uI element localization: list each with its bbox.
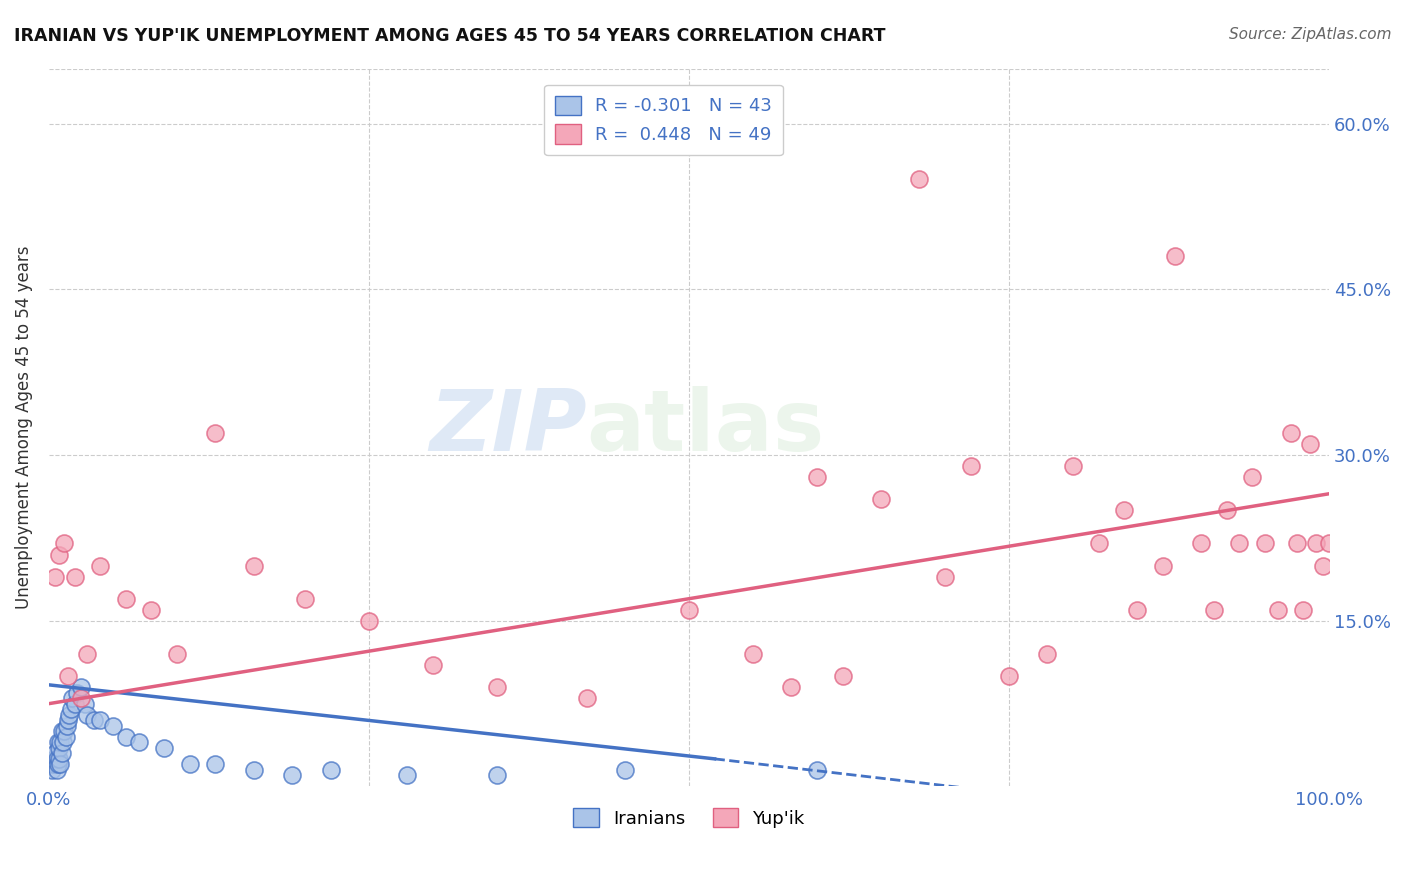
Point (56, 669, 79, 683)
Point (242, 558, 264, 573)
Text: atlas: atlas (586, 386, 825, 469)
Point (1317, 536, 1340, 550)
Point (179, 757, 201, 772)
Point (44, 757, 66, 772)
Point (1241, 470, 1264, 484)
Point (89, 713, 111, 727)
Point (806, 470, 828, 484)
Point (294, 591, 316, 606)
Point (166, 647, 188, 661)
Point (48, 740, 70, 755)
Point (1312, 558, 1334, 573)
Point (998, 669, 1021, 683)
Point (49, 757, 72, 772)
Point (1126, 603, 1149, 617)
Point (63, 569, 86, 583)
Point (73, 697, 96, 711)
Point (48, 752, 70, 766)
Point (101, 719, 124, 733)
Point (53, 724, 76, 739)
Point (204, 425, 226, 440)
Point (56, 719, 79, 733)
Point (114, 591, 136, 606)
Point (46, 757, 69, 772)
Point (141, 603, 163, 617)
Point (41, 763, 63, 777)
Point (1299, 437, 1322, 451)
Point (485, 680, 508, 694)
Point (58, 707, 80, 722)
Point (204, 757, 226, 772)
Legend: Iranians, Yup'ik: Iranians, Yup'ik (567, 800, 811, 835)
Point (42, 752, 65, 766)
Point (48, 548, 70, 562)
Point (1152, 558, 1174, 573)
Point (60, 691, 83, 706)
Point (575, 691, 598, 706)
Point (1062, 459, 1084, 474)
Point (1279, 425, 1302, 440)
Point (114, 730, 136, 744)
Point (45, 763, 67, 777)
Point (70, 691, 93, 706)
Point (1267, 603, 1289, 617)
Point (422, 657, 444, 672)
Point (614, 763, 637, 777)
Point (1215, 503, 1237, 517)
Point (63, 697, 86, 711)
Point (76, 647, 98, 661)
Point (831, 669, 853, 683)
Point (83, 713, 105, 727)
Point (59, 702, 82, 716)
Point (1229, 536, 1251, 550)
Point (46, 735, 69, 749)
Point (53, 536, 76, 550)
Point (281, 768, 304, 782)
Point (66, 685, 89, 699)
Point (56, 713, 79, 727)
Point (42, 757, 65, 772)
Text: IRANIAN VS YUP'IK UNEMPLOYMENT AMONG AGES 45 TO 54 YEARS CORRELATION CHART: IRANIAN VS YUP'IK UNEMPLOYMENT AMONG AGE… (14, 27, 886, 45)
Text: ZIP: ZIP (429, 386, 586, 469)
Point (742, 647, 765, 661)
Point (76, 707, 98, 722)
Point (934, 569, 956, 583)
Point (128, 735, 150, 749)
Point (1087, 536, 1109, 550)
Point (242, 763, 264, 777)
Point (1305, 536, 1327, 550)
Point (396, 768, 419, 782)
Point (1202, 603, 1225, 617)
Point (49, 735, 72, 749)
Point (485, 768, 508, 782)
Point (44, 747, 66, 761)
Point (1164, 249, 1187, 263)
Point (44, 569, 66, 583)
Point (51, 747, 73, 761)
Point (319, 763, 342, 777)
Point (52, 735, 75, 749)
Point (780, 680, 803, 694)
Point (55, 730, 77, 744)
Point (70, 680, 93, 694)
Point (1036, 647, 1059, 661)
Point (89, 558, 111, 573)
Point (1114, 503, 1136, 517)
Point (45, 752, 67, 766)
Point (1254, 536, 1277, 550)
Point (153, 740, 176, 755)
Point (908, 172, 931, 186)
Point (1189, 536, 1212, 550)
Point (806, 763, 828, 777)
Point (870, 492, 893, 507)
Y-axis label: Unemployment Among Ages 45 to 54 years: Unemployment Among Ages 45 to 54 years (15, 246, 32, 609)
Point (959, 459, 981, 474)
Point (51, 724, 73, 739)
Point (1292, 603, 1315, 617)
Point (678, 603, 700, 617)
Point (357, 614, 380, 628)
Point (1285, 536, 1308, 550)
Text: Source: ZipAtlas.com: Source: ZipAtlas.com (1229, 27, 1392, 42)
